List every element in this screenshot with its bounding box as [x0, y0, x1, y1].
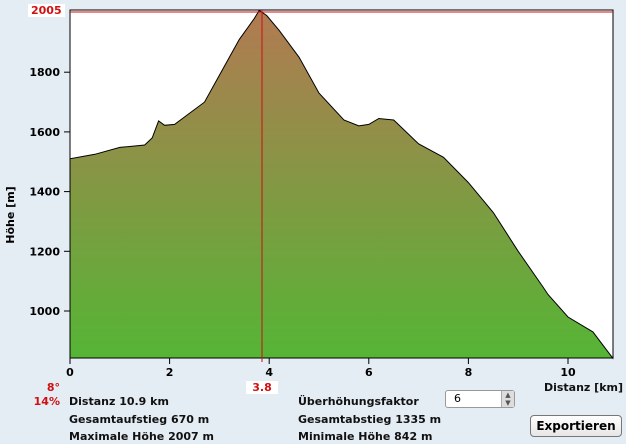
- y-tick-label: 1800: [29, 66, 60, 79]
- slope-angle: 8°: [46, 381, 60, 394]
- y-tick-label: 1600: [29, 126, 60, 139]
- exaggeration-factor-stepper[interactable]: 6 ▲ ▼: [445, 390, 515, 408]
- y-axis-label: Höhe [m]: [4, 186, 17, 243]
- y-tick-label: 1200: [29, 245, 60, 258]
- elevation-area: [69, 9, 614, 360]
- stepper-value: 6: [454, 392, 461, 405]
- x-tick-label: 10: [560, 366, 576, 379]
- height-marker-label: 2005: [28, 4, 65, 17]
- x-tick-label: 0: [66, 366, 74, 379]
- y-tick-label: 1000: [29, 305, 60, 318]
- y-tick-label: 1400: [29, 186, 60, 199]
- distance-stat: Distanz 10.9 km: [69, 395, 169, 408]
- x-tick-label: 8: [465, 366, 473, 379]
- max-height-stat: Maximale Höhe 2007 m: [69, 430, 214, 443]
- min-height-stat: Minimale Höhe 842 m: [298, 430, 433, 443]
- x-tick-label: 2: [166, 366, 174, 379]
- exaggeration-factor-label: Überhöhungsfaktor: [298, 395, 419, 408]
- x-tick-label: 4: [265, 366, 273, 379]
- x-axis-label: Distanz [km]: [543, 381, 623, 394]
- export-button[interactable]: Exportieren: [530, 415, 622, 437]
- slope-grade: 14%: [33, 395, 60, 408]
- ascent-stat: Gesamtaufstieg 670 m: [69, 413, 210, 426]
- descent-stat: Gesamtabstieg 1335 m: [298, 413, 442, 426]
- x-tick-label: 6: [365, 366, 373, 379]
- stepper-arrows-icon[interactable]: ▲ ▼: [501, 391, 514, 407]
- distance-marker-label: 3.8: [246, 381, 278, 394]
